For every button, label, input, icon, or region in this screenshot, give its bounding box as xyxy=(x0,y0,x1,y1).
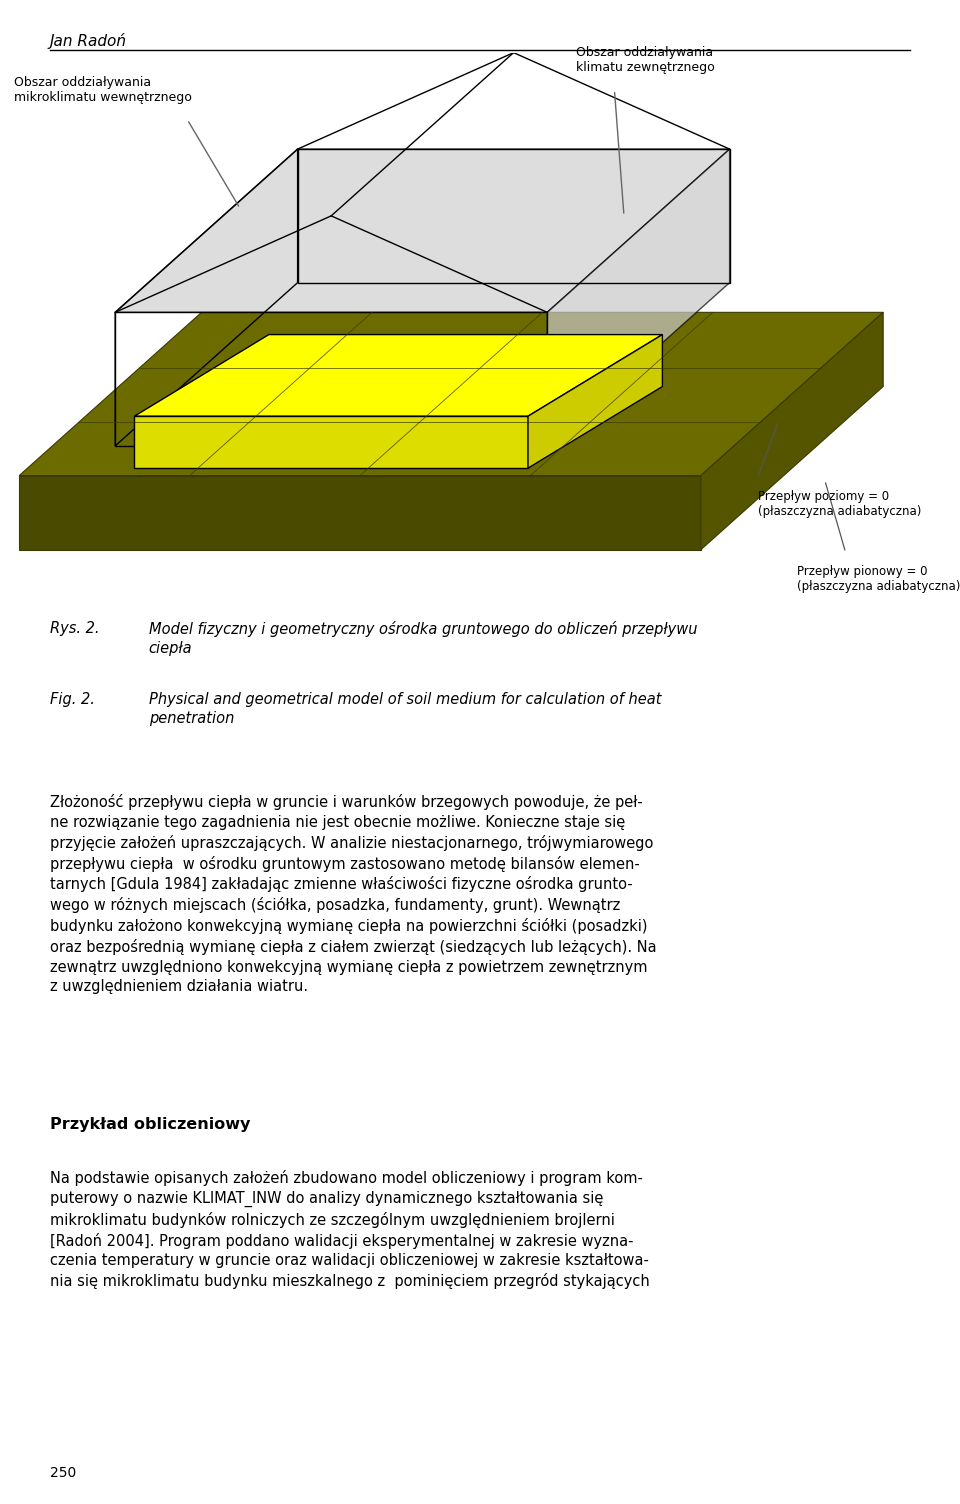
Polygon shape xyxy=(134,417,528,468)
Text: Jan Radoń: Jan Radoń xyxy=(50,33,127,50)
Text: Przykład obliczeniowy: Przykład obliczeniowy xyxy=(50,1117,251,1133)
Text: Physical and geometrical model of soil medium for calculation of heat
penetratio: Physical and geometrical model of soil m… xyxy=(149,692,661,726)
Polygon shape xyxy=(547,149,730,445)
Text: Złożoność przepływu ciepła w gruncie i warunków brzegowych powoduje, że peł-
ne : Złożoność przepływu ciepła w gruncie i w… xyxy=(50,794,657,994)
Text: Rys. 2.: Rys. 2. xyxy=(50,621,100,636)
Text: 250: 250 xyxy=(50,1466,76,1480)
Text: Fig. 2.: Fig. 2. xyxy=(50,692,95,707)
Polygon shape xyxy=(134,334,662,417)
Text: Przepływ poziomy = 0
(płaszczyzna adiabatyczna): Przepływ poziomy = 0 (płaszczyzna adiaba… xyxy=(758,490,922,519)
Polygon shape xyxy=(528,334,662,468)
Text: Obszar oddziaływania
mikroklimatu wewnętrznego: Obszar oddziaływania mikroklimatu wewnęt… xyxy=(14,75,192,104)
Polygon shape xyxy=(19,313,883,475)
Text: Model fizyczny i geometryczny ośrodka gruntowego do obliczeń przepływu
ciepła: Model fizyczny i geometryczny ośrodka gr… xyxy=(149,621,697,656)
Polygon shape xyxy=(19,475,701,550)
Text: Na podstawie opisanych założeń zbudowano model obliczeniowy i program kom-
puter: Na podstawie opisanych założeń zbudowano… xyxy=(50,1170,650,1289)
Polygon shape xyxy=(701,313,883,550)
Polygon shape xyxy=(115,149,730,313)
Text: Przepływ pionowy = 0
(płaszczyzna adiabatyczna): Przepływ pionowy = 0 (płaszczyzna adiaba… xyxy=(797,564,960,593)
Text: Obszar oddziaływania
klimatu zewnętrznego: Obszar oddziaływania klimatu zewnętrzneg… xyxy=(576,47,715,74)
